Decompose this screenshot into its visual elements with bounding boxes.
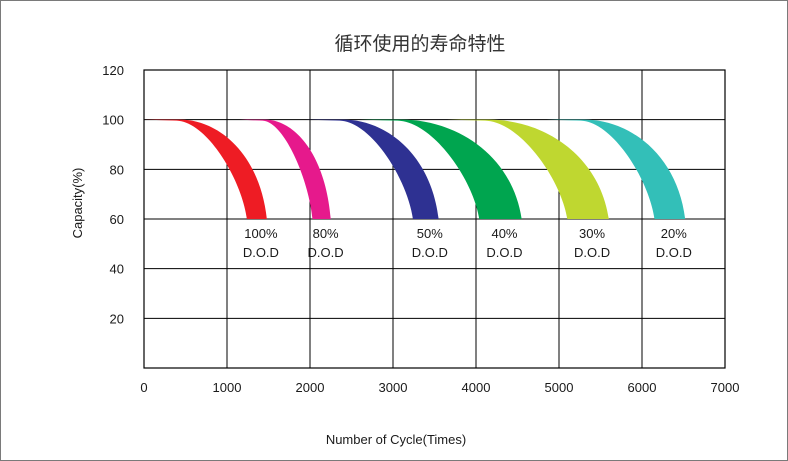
x-axis-label: Number of Cycle(Times) xyxy=(326,432,466,447)
dod-bands xyxy=(144,119,686,219)
x-tick-label: 3000 xyxy=(379,380,408,395)
dod-label-2: D.O.D xyxy=(412,245,448,260)
dod-label-3: D.O.D xyxy=(486,245,522,260)
dod-labels: 100% D.O.D 80% D.O.D 50% D.O.D 40% D.O.D 30% D.O.… xyxy=(243,226,692,260)
dod-band-0 xyxy=(144,119,267,219)
y-axis-label: Capacity(%) xyxy=(70,168,85,239)
dod-band-2 xyxy=(305,119,439,219)
y-tick-label: 60 xyxy=(110,212,124,227)
dod-label-4: D.O.D xyxy=(574,245,610,260)
y-tick-label: 120 xyxy=(102,63,124,78)
dod-label-1: D.O.D xyxy=(308,245,344,260)
x-tick-label: 2000 xyxy=(296,380,325,395)
x-tick-label: 1000 xyxy=(213,380,242,395)
x-tick-labels: 0 1000 2000 3000 4000 5000 6000 7000 xyxy=(140,380,739,395)
dod-label-0: 100% xyxy=(244,226,278,241)
dod-band-1 xyxy=(239,119,331,219)
dod-label-1: 80% xyxy=(313,226,339,241)
y-tick-label: 80 xyxy=(110,162,124,177)
x-tick-label: 5000 xyxy=(545,380,574,395)
x-tick-label: 0 xyxy=(140,380,147,395)
dod-label-5: D.O.D xyxy=(656,245,692,260)
dod-label-2: 50% xyxy=(417,226,443,241)
dod-label-0: D.O.D xyxy=(243,245,279,260)
x-tick-label: 4000 xyxy=(462,380,491,395)
x-tick-label: 6000 xyxy=(628,380,657,395)
dod-band-5 xyxy=(546,119,686,219)
y-tick-labels: 20 40 60 80 100 120 xyxy=(102,63,124,326)
y-tick-label: 40 xyxy=(110,262,124,277)
chart-title: 循环使用的寿命特性 xyxy=(334,33,505,55)
dod-label-4: 30% xyxy=(579,226,605,241)
dod-band-3 xyxy=(359,119,522,219)
dod-label-5: 20% xyxy=(661,226,687,241)
dod-label-3: 40% xyxy=(491,226,517,241)
dod-band-4 xyxy=(446,119,609,219)
x-tick-label: 7000 xyxy=(711,380,740,395)
y-tick-label: 100 xyxy=(102,113,124,128)
plot-grid xyxy=(143,69,726,369)
y-tick-label: 20 xyxy=(110,311,124,326)
